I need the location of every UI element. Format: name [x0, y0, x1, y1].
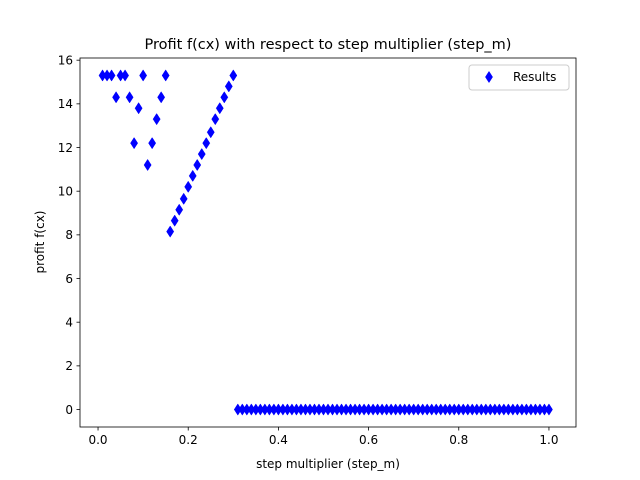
- legend-marker-icon: [485, 70, 493, 84]
- data-point: [215, 102, 224, 115]
- y-tick-label: 2: [65, 359, 73, 373]
- data-point: [224, 80, 233, 93]
- legend-box: [468, 64, 570, 91]
- y-tick-label: 4: [65, 315, 73, 329]
- y-tick-label: 10: [58, 184, 73, 198]
- data-point: [130, 137, 139, 150]
- legend-marker-diamond: [485, 70, 493, 84]
- data-point: [112, 91, 120, 104]
- data-point: [545, 403, 553, 416]
- y-tick-label: 0: [65, 403, 73, 417]
- legend-label: Results: [513, 70, 556, 84]
- data-point: [121, 69, 129, 82]
- y-tick-label: 12: [58, 141, 73, 155]
- plot-area: 0.0 0.2 0.4 0.6 0.8 1.0 0 2 4 6 8 10 12 14 16: [58, 53, 577, 447]
- x-tick-label: 0.0: [88, 433, 107, 447]
- data-point: [157, 91, 166, 104]
- x-tick-label: 0.4: [269, 433, 288, 447]
- data-point: [161, 69, 170, 82]
- x-tick-label: 1.0: [539, 433, 558, 447]
- data-point: [220, 91, 229, 104]
- data-point: [211, 113, 220, 126]
- data-point: [166, 225, 175, 238]
- y-tick-label: 6: [65, 272, 73, 286]
- data-point: [134, 102, 143, 115]
- data-point: [125, 91, 134, 104]
- data-point: [148, 137, 157, 150]
- data-point: [197, 148, 206, 161]
- x-tick-label: 0.8: [449, 433, 468, 447]
- y-axis: 0 2 4 6 8 10 12 14 16: [58, 53, 80, 417]
- y-tick-label: 8: [65, 228, 73, 242]
- legend: Results: [468, 64, 570, 91]
- data-point: [179, 192, 188, 205]
- y-tick-label: 16: [58, 53, 73, 67]
- y-axis-label: profit f(cx): [33, 211, 47, 274]
- data-point: [139, 69, 148, 82]
- data-point: [206, 126, 215, 139]
- x-axis-label: step multiplier (step_m): [256, 457, 400, 471]
- data-point: [175, 203, 184, 216]
- x-axis: 0.0 0.2 0.4 0.6 0.8 1.0: [88, 427, 558, 447]
- data-markers: [98, 69, 553, 416]
- x-tick-label: 0.6: [359, 433, 378, 447]
- chart-title: Profit f(cx) with respect to step multip…: [145, 37, 512, 53]
- data-point: [229, 69, 238, 82]
- data-point: [170, 214, 179, 227]
- data-point: [184, 180, 193, 193]
- data-point: [193, 158, 202, 172]
- data-point: [152, 113, 161, 126]
- y-tick-label: 14: [58, 97, 73, 111]
- data-point: [107, 69, 116, 82]
- data-point: [202, 137, 211, 150]
- data-point: [143, 158, 152, 172]
- axes-frame: [79, 57, 577, 428]
- x-tick-label: 0.2: [179, 433, 198, 447]
- data-point: [188, 169, 197, 182]
